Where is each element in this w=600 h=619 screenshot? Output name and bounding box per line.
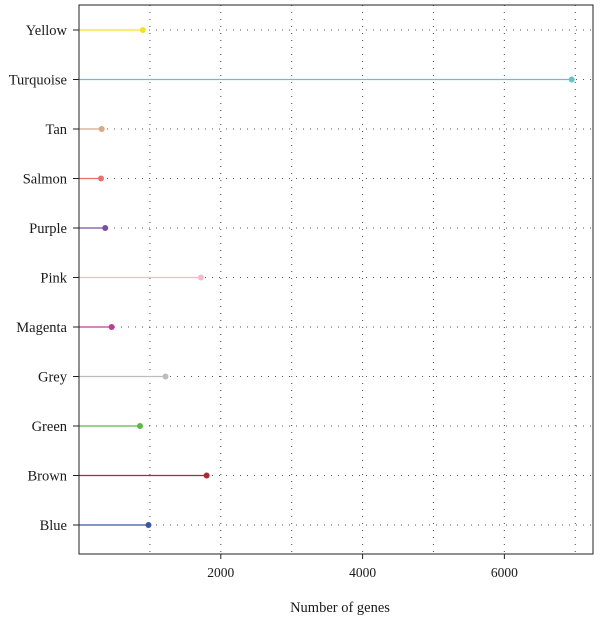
lollipop-dot [102,225,109,231]
category-label: Blue [40,518,67,534]
grid-layer [79,5,593,554]
lollipop-dot [139,27,146,33]
category-label: Grey [38,370,68,386]
x-tick-label: 6000 [491,565,518,580]
category-label: Yellow [26,23,68,39]
x-axis-ticks: 2000 4000 6000 [73,29,518,580]
dots-layer [97,27,575,528]
x-tick-label: 2000 [207,565,234,580]
category-label: Magenta [16,320,67,336]
category-label: Salmon [23,172,68,188]
lollipop-dot [197,274,204,281]
category-label: Brown [28,469,68,485]
category-label: Tan [45,122,67,138]
category-label: Pink [40,271,67,287]
lollipop-dot [136,423,143,429]
lollipop-dot [162,373,169,380]
stems-layer [79,29,572,526]
lollipop-dot [97,175,104,182]
lollipop-dot [203,472,210,479]
x-axis-title: Number of genes [290,600,390,616]
x-tick-label: 4000 [349,565,376,580]
lollipop-dot [98,126,105,132]
lollipop-dot [145,522,152,528]
category-labels: Yellow Turquoise Tan Salmon Purple Pink Magent… [9,23,68,534]
plot-frame [78,4,594,555]
category-label: Turquoise [9,73,67,89]
lollipop-dot [568,76,575,83]
lollipop-dot [108,324,115,330]
category-label: Purple [29,221,67,237]
category-label: Green [32,419,68,435]
